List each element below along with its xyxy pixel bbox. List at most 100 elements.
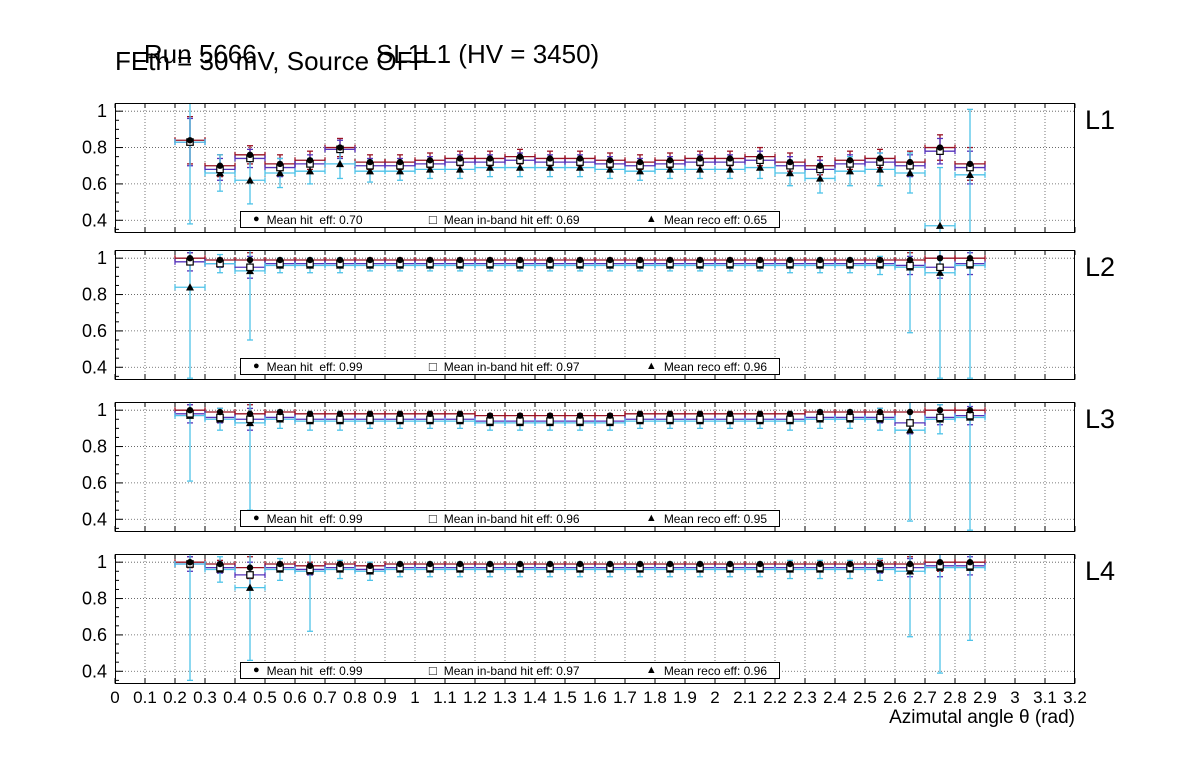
panel-label-l1: L1: [1085, 105, 1116, 135]
svg-text:3: 3: [1010, 688, 1019, 707]
svg-text:2.9: 2.9: [973, 688, 997, 707]
svg-text:1.3: 1.3: [493, 688, 517, 707]
plot-panel-l3: 0.4 0.6 0.8 1 Mean hit eff: 0.99 Mean in-ba…: [60, 402, 1090, 532]
legend-entry-hit: Mean hit eff: 0.99: [253, 664, 363, 678]
plot-panel-l4: 0.4 0.6 0.8 1 Mean hit eff: 0.99 Mean in-ba…: [60, 554, 1090, 684]
legend-entry-inband: Mean in-band hit eff: 0.97: [429, 360, 580, 374]
panel-l4-canvas: 0.4 0.6 0.8 1: [82, 554, 1076, 684]
svg-text:1.5: 1.5: [553, 688, 577, 707]
legend-label-inband: Mean in-band hit eff: 0.97: [443, 663, 580, 678]
svg-text:1.6: 1.6: [583, 688, 607, 707]
svg-text:0.2: 0.2: [163, 688, 187, 707]
svg-text:2: 2: [710, 688, 719, 707]
legend-label-inband: Mean in-band hit eff: 0.97: [443, 359, 580, 374]
svg-text:0.6: 0.6: [283, 688, 307, 707]
legend-entry-hit: Mean hit eff: 0.99: [253, 512, 363, 526]
legend-label-hit: Mean hit eff: 0.99: [266, 511, 363, 526]
legend-entry-hit: Mean hit eff: 0.99: [253, 360, 363, 374]
panel-l1-legend: Mean hit eff: 0.70 Mean in-band hit eff:…: [240, 211, 780, 228]
plot-panel-l1: 0.4 0.6 0.8 1 Mean hit eff: 0.70 Mean in-ba…: [60, 103, 1090, 233]
x-axis-tick-labels: 0 0.1 0.2 0.3 0.4 0.5 0.6 0.7 0.8 0.9 1 1.1 1.2 1.3 1.…: [110, 688, 1087, 707]
panel-label-l3: L3: [1085, 404, 1116, 434]
svg-text:0.8: 0.8: [82, 437, 107, 457]
legend-label-inband: Mean in-band hit eff: 0.69: [443, 212, 580, 227]
svg-text:2.4: 2.4: [823, 688, 847, 707]
svg-text:1: 1: [410, 688, 419, 707]
legend-label-inband: Mean in-band hit eff: 0.96: [443, 511, 580, 526]
panel-l3-legend: Mean hit eff: 0.99 Mean in-band hit eff:…: [240, 510, 780, 527]
svg-text:1: 1: [97, 103, 107, 121]
legend-entry-inband: Mean in-band hit eff: 0.97: [429, 664, 580, 678]
legend-entry-hit: Mean hit eff: 0.70: [253, 213, 363, 227]
svg-text:0.8: 0.8: [82, 138, 107, 158]
plot-title-line: Run 5666 SL1L1 (HV = 3450): [115, 8, 599, 101]
legend-label-reco: Mean reco eff: 0.96: [663, 359, 767, 374]
filled-circle-icon: [253, 513, 260, 524]
filled-triangle-icon: [646, 361, 657, 372]
filled-triangle-icon: [646, 513, 657, 524]
svg-text:2.1: 2.1: [733, 688, 757, 707]
run-title: Run 5666: [143, 39, 257, 69]
svg-text:0.5: 0.5: [253, 688, 277, 707]
legend-entry-inband: Mean in-band hit eff: 0.96: [429, 512, 580, 526]
svg-text:0.8: 0.8: [82, 589, 107, 609]
panel-l4-legend: Mean hit eff: 0.99 Mean in-band hit eff:…: [240, 662, 780, 679]
svg-text:0.7: 0.7: [313, 688, 337, 707]
panel-l2-legend: Mean hit eff: 0.99 Mean in-band hit eff:…: [240, 358, 780, 375]
svg-text:0.9: 0.9: [373, 688, 397, 707]
svg-text:1.2: 1.2: [463, 688, 487, 707]
open-square-icon: [429, 512, 437, 526]
plot-subtitle: FEth = 30 mV, Source OFF: [115, 46, 429, 76]
svg-text:0.6: 0.6: [82, 625, 107, 645]
panel-label-l2: L2: [1085, 252, 1116, 282]
svg-text:2.8: 2.8: [943, 688, 967, 707]
legend-entry-reco: Mean reco eff: 0.95: [646, 512, 767, 526]
svg-text:2.2: 2.2: [763, 688, 787, 707]
svg-text:1.7: 1.7: [613, 688, 637, 707]
filled-triangle-icon: [646, 665, 657, 676]
panel-label-l4: L4: [1085, 556, 1116, 586]
svg-text:2.5: 2.5: [853, 688, 877, 707]
x-axis-title: Azimutal angle θ (rad): [889, 707, 1075, 728]
svg-text:0.4: 0.4: [223, 688, 247, 707]
legend-label-hit: Mean hit eff: 0.99: [266, 663, 363, 678]
svg-text:0.4: 0.4: [82, 357, 107, 377]
svg-text:0.8: 0.8: [82, 285, 107, 305]
svg-text:0.4: 0.4: [82, 509, 107, 529]
legend-label-hit: Mean hit eff: 0.70: [266, 212, 363, 227]
svg-text:0: 0: [110, 688, 119, 707]
filled-circle-icon: [253, 665, 260, 676]
svg-text:1.9: 1.9: [673, 688, 697, 707]
svg-text:0.3: 0.3: [193, 688, 217, 707]
svg-text:0.4: 0.4: [82, 661, 107, 681]
panel-l1-canvas: 0.4 0.6 0.8 1: [82, 103, 1076, 233]
legend-label-reco: Mean reco eff: 0.65: [663, 212, 767, 227]
svg-text:0.6: 0.6: [82, 174, 107, 194]
open-square-icon: [429, 360, 437, 374]
svg-text:1: 1: [97, 402, 107, 420]
svg-text:1: 1: [97, 554, 107, 572]
legend-entry-reco: Mean reco eff: 0.96: [646, 360, 767, 374]
legend-label-reco: Mean reco eff: 0.96: [663, 663, 767, 678]
legend-entry-reco: Mean reco eff: 0.65: [646, 213, 767, 227]
svg-text:0.6: 0.6: [82, 473, 107, 493]
legend-label-hit: Mean hit eff: 0.99: [266, 359, 363, 374]
svg-text:3.1: 3.1: [1033, 688, 1057, 707]
filled-circle-icon: [253, 361, 260, 372]
filled-circle-icon: [253, 214, 260, 225]
svg-text:1.8: 1.8: [643, 688, 667, 707]
legend-entry-reco: Mean reco eff: 0.96: [646, 664, 767, 678]
filled-triangle-icon: [646, 214, 657, 225]
svg-text:0.6: 0.6: [82, 321, 107, 341]
svg-text:1.4: 1.4: [523, 688, 547, 707]
svg-text:1: 1: [97, 250, 107, 268]
svg-text:0.4: 0.4: [82, 210, 107, 230]
svg-text:2.3: 2.3: [793, 688, 817, 707]
svg-text:2.6: 2.6: [883, 688, 907, 707]
open-square-icon: [429, 664, 437, 678]
svg-text:0.8: 0.8: [343, 688, 367, 707]
legend-entry-inband: Mean in-band hit eff: 0.69: [429, 213, 580, 227]
plot-panel-l2: 0.4 0.6 0.8 1 Mean hit eff: 0.99 Mean in-ba…: [60, 250, 1090, 380]
open-square-icon: [429, 213, 437, 227]
